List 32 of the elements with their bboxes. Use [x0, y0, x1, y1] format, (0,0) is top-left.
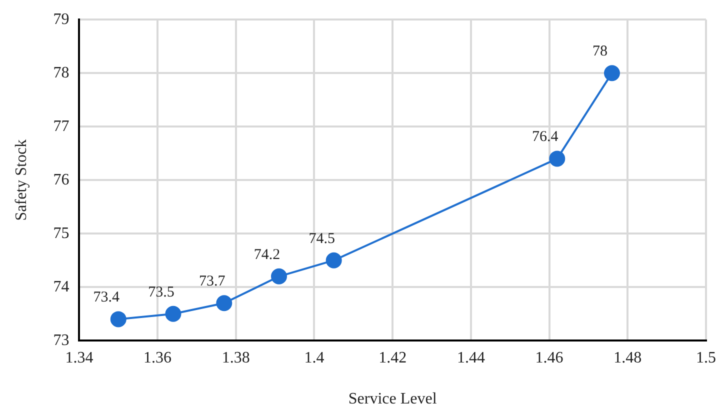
data-label: 73.7 [199, 274, 226, 290]
data-label: 74.2 [254, 246, 280, 263]
x-tick-label: 1.34 [65, 349, 94, 366]
x-tick-label: 1.38 [222, 349, 250, 366]
y-tick-label: 76 [53, 171, 70, 188]
y-tick-label: 79 [53, 10, 70, 28]
point [216, 295, 232, 312]
x-tick-label: 1.44 [456, 349, 485, 366]
y-tick-label: 77 [53, 118, 70, 135]
point [165, 306, 182, 322]
y-tick-label: 74 [53, 278, 70, 296]
x-tick-label: 1.48 [614, 349, 642, 366]
y-tick-label: 78 [53, 64, 70, 82]
x-tick-label: 1.42 [378, 349, 407, 366]
y-tick-label: 73 [53, 332, 70, 349]
x-tick-label: 1.36 [144, 349, 172, 366]
point [270, 268, 287, 284]
point [549, 150, 566, 167]
y-axis-title: Safety Stock [12, 139, 30, 221]
point [110, 311, 126, 328]
data-label: 76.4 [532, 129, 559, 146]
data-label: 73.4 [93, 290, 120, 306]
x-tick-label: 1.46 [535, 349, 564, 366]
x-tick-label: 1.5 [696, 349, 716, 366]
data-label: 73.5 [148, 284, 174, 300]
y-tick-label: 75 [53, 224, 70, 242]
x-axis-title: Service Level [348, 390, 438, 408]
x-tick-label: 1.4 [304, 349, 324, 366]
data-label: 74.5 [308, 230, 335, 247]
data-label: 78 [592, 44, 608, 60]
point [326, 252, 342, 268]
point [604, 65, 620, 82]
